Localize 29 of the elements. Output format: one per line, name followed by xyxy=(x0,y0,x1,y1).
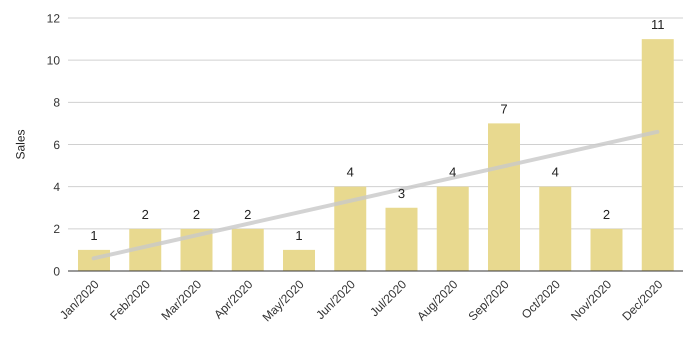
data-label: 4 xyxy=(449,164,456,180)
data-label: 2 xyxy=(244,206,252,222)
bar xyxy=(386,208,418,271)
data-label: 3 xyxy=(398,186,406,201)
bar xyxy=(590,228,622,271)
bar xyxy=(283,250,315,271)
data-label: 2 xyxy=(192,206,200,222)
y-tick-label: 10 xyxy=(46,53,60,68)
bar xyxy=(642,39,674,271)
y-tick-label: 12 xyxy=(46,11,60,26)
bar xyxy=(436,186,469,271)
data-label: 1 xyxy=(295,228,303,243)
bar xyxy=(488,123,520,271)
data-label: 11 xyxy=(651,17,664,32)
data-label: 4 xyxy=(346,164,354,180)
bar xyxy=(334,186,366,271)
y-tick-label: 2 xyxy=(53,222,60,236)
bar xyxy=(539,186,572,271)
data-label: 1 xyxy=(90,228,98,243)
y-tick-label: 8 xyxy=(53,96,60,110)
y-tick-label: 6 xyxy=(53,138,60,152)
y-axis-title: Sales xyxy=(13,129,28,160)
data-label: 7 xyxy=(500,101,508,116)
y-tick-label: 4 xyxy=(53,180,60,194)
data-label: 4 xyxy=(552,164,559,180)
bar xyxy=(232,228,264,271)
data-label: 2 xyxy=(142,206,149,222)
y-tick-label: 0 xyxy=(53,264,60,278)
data-label: 2 xyxy=(602,206,610,222)
